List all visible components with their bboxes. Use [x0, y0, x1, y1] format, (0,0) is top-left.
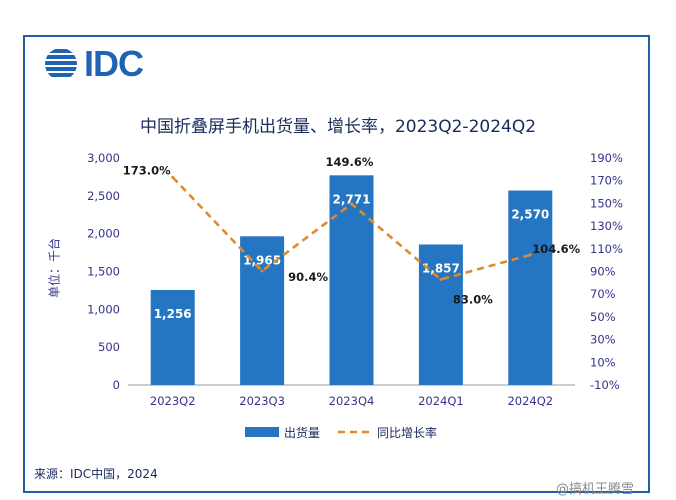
growth-rate-point	[439, 277, 443, 281]
bar	[150, 289, 195, 385]
left-tick-label: 1,000	[87, 302, 120, 316]
growth-rate-point	[260, 269, 264, 273]
chart-title: 中国折叠屏手机出货量、增长率，2023Q2-2024Q2	[139, 117, 537, 137]
watermark: @搞机王腾雪	[556, 482, 635, 497]
bar	[508, 190, 553, 385]
growth-rate-label: 104.6%	[532, 242, 580, 256]
legend-bar-swatch	[245, 427, 279, 437]
bar-value-label: 2,570	[511, 208, 549, 222]
left-tick-label: 2,500	[87, 189, 120, 203]
legend-line-label: 同比增长率	[377, 425, 437, 440]
right-tick-label: 110%	[590, 242, 623, 256]
x-tick-label: 2024Q2	[507, 394, 553, 408]
source-note: 来源：IDC中国，2024	[34, 467, 158, 481]
right-tick-label: 190%	[590, 151, 623, 165]
legend-bar-label: 出货量	[284, 425, 320, 440]
right-tick-label: -10%	[590, 378, 620, 392]
right-tick-label: 90%	[590, 265, 616, 279]
left-tick-label: 2,000	[87, 227, 120, 241]
bar-value-label: 1,857	[422, 261, 460, 275]
logo-text: IDC	[84, 43, 144, 84]
right-tick-label: 10%	[590, 355, 616, 369]
bar-value-label: 1,256	[154, 307, 192, 321]
bar	[329, 175, 374, 385]
right-tick-label: 30%	[590, 333, 616, 347]
left-tick-label: 3,000	[87, 151, 120, 165]
chart-canvas: 0 500 1,000 1,500 2,000 2,500 3,000 -10% 10% 30% 5…	[87, 151, 623, 440]
right-tick-label: 50%	[590, 310, 616, 324]
left-tick-label: 500	[98, 340, 120, 354]
growth-rate-point	[171, 175, 175, 179]
growth-rate-point	[528, 253, 532, 257]
growth-rate-label: 83.0%	[453, 292, 493, 306]
right-tick-label: 170%	[590, 174, 623, 188]
x-tick-label: 2023Q4	[329, 394, 375, 408]
right-tick-label: 130%	[590, 219, 623, 233]
globe-icon	[45, 49, 77, 77]
growth-rate-label: 173.0%	[123, 163, 171, 177]
right-tick-label: 150%	[590, 196, 623, 210]
right-tick-label: 70%	[590, 287, 616, 301]
bar-value-label: 1,965	[243, 253, 281, 267]
left-tick-label: 1,500	[87, 265, 120, 279]
growth-rate-label: 90.4%	[288, 270, 328, 284]
left-tick-label: 0	[113, 378, 120, 392]
growth-rate-point	[350, 202, 353, 206]
x-tick-label: 2023Q2	[150, 394, 196, 408]
x-tick-label: 2023Q3	[239, 394, 285, 408]
growth-rate-label: 149.6%	[326, 155, 374, 169]
idc-logo: IDC	[44, 43, 144, 84]
x-tick-label: 2024Q1	[418, 394, 464, 408]
bar-value-label: 2,771	[333, 192, 371, 206]
